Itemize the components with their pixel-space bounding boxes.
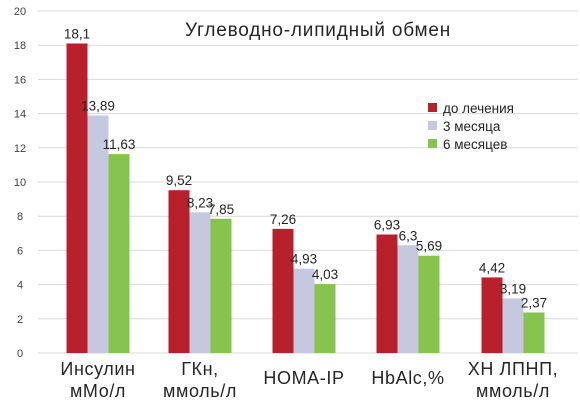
x-category-label: ГКн, xyxy=(181,359,219,379)
data-labels: 18,1 9,52 7,26 6,93 4,42 13,89 8,23 4,93 6,3 3,19… xyxy=(64,26,547,310)
chart-title: Углеводно-липидный обмен xyxy=(185,20,451,41)
y-tick-label: 14 xyxy=(14,109,26,121)
legend-label: 3 месяца xyxy=(443,119,501,134)
y-tick-label: 8 xyxy=(17,211,23,223)
data-label: 2,37 xyxy=(521,295,547,310)
x-category-label: ммоль/л xyxy=(476,381,550,401)
data-label: 5,69 xyxy=(416,239,442,254)
data-label: 7,26 xyxy=(270,212,296,227)
x-category-label: HOMA-IP xyxy=(263,368,344,388)
legend: до лечения 3 месяца 6 месяцев xyxy=(428,101,514,152)
y-tick-label: 18 xyxy=(14,40,26,52)
data-label: 6,93 xyxy=(374,217,400,232)
bar-3-5 xyxy=(523,312,545,353)
legend-label: до лечения xyxy=(443,101,514,116)
data-label: 9,52 xyxy=(166,173,192,188)
bar-2-4 xyxy=(397,245,419,353)
data-label: 4,03 xyxy=(312,267,338,282)
x-category-label: мМо/л xyxy=(70,381,126,401)
bars xyxy=(66,43,545,354)
y-tick-label: 12 xyxy=(14,143,26,155)
y-tick-label: 10 xyxy=(14,177,26,189)
y-tick-label: 0 xyxy=(17,348,23,360)
x-category-label: HbAlc,% xyxy=(371,368,444,388)
data-label: 6,3 xyxy=(399,228,418,243)
data-label: 4,93 xyxy=(291,252,317,267)
y-tick-label: 4 xyxy=(17,280,23,292)
bar-3-3 xyxy=(314,284,336,353)
y-tick-label: 16 xyxy=(14,74,26,86)
y-tick-label: 6 xyxy=(17,245,23,257)
bar-2-3 xyxy=(293,268,315,353)
data-label: 3,19 xyxy=(500,281,526,296)
legend-label: 6 месяцев xyxy=(443,137,507,152)
legend-swatch xyxy=(428,103,437,112)
bar-2-5 xyxy=(502,298,524,353)
data-label: 18,1 xyxy=(64,26,90,41)
bar-1-4 xyxy=(376,234,398,353)
bar-3-1 xyxy=(108,154,130,353)
bar-1-1 xyxy=(66,43,88,354)
legend-swatch xyxy=(428,121,437,130)
data-label: 11,63 xyxy=(103,137,136,152)
bar-2-1 xyxy=(87,115,109,353)
bar-3-2 xyxy=(210,218,232,353)
y-axis: 0 2 4 6 8 10 12 14 16 18 20 xyxy=(14,6,26,360)
data-label: 8,23 xyxy=(187,195,213,210)
y-tick-label: 20 xyxy=(14,6,26,18)
data-label: 7,85 xyxy=(208,202,234,217)
bar-1-5 xyxy=(481,277,503,353)
bar-1-3 xyxy=(272,228,294,353)
legend-swatch xyxy=(428,139,437,148)
x-category-label: ммоль/л xyxy=(163,381,237,401)
data-label: 4,42 xyxy=(479,260,505,275)
data-label: 13,89 xyxy=(81,98,115,113)
bar-2-2 xyxy=(189,212,211,353)
x-category-label: ХН ЛПНП, xyxy=(468,359,559,379)
x-category-label: Инсулин xyxy=(60,359,135,379)
bar-1-2 xyxy=(168,190,190,353)
y-tick-label: 2 xyxy=(17,314,23,326)
bar-3-4 xyxy=(418,255,440,353)
